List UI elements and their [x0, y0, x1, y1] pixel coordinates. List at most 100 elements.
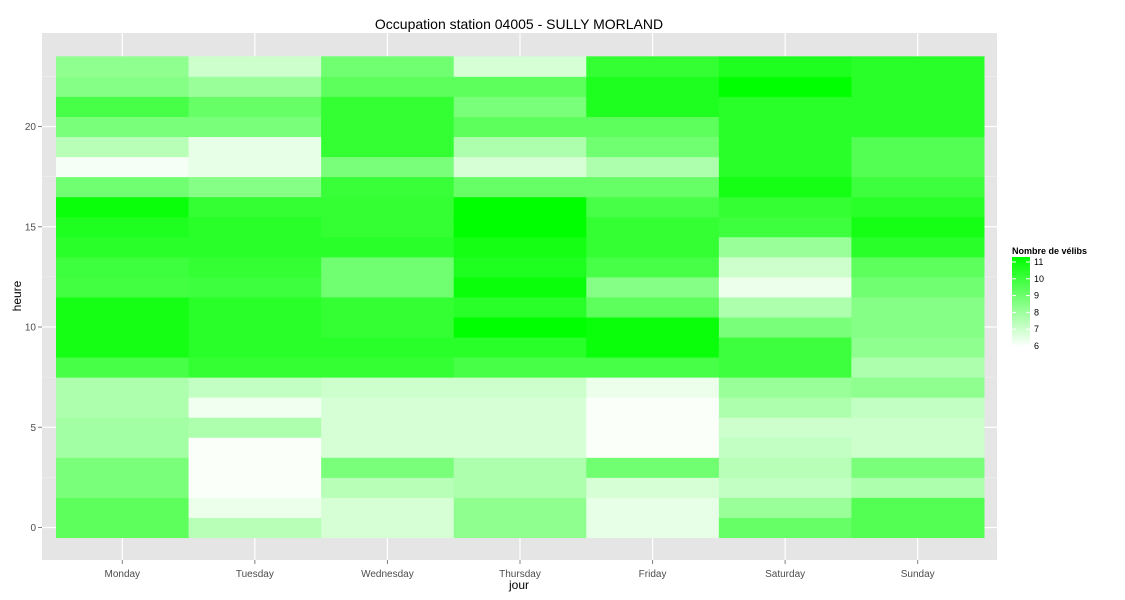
- heatmap-tile-sunday-19: [851, 136, 985, 158]
- heatmap-tile-monday-19: [56, 136, 190, 158]
- x-tick-label: Tuesday: [236, 569, 274, 580]
- heatmap-tile-saturday-19: [718, 136, 852, 158]
- heatmap-tile-saturday-2: [718, 477, 852, 498]
- y-axis-ticks: 0 5 10 15 20: [25, 122, 42, 534]
- x-axis-title: jour: [508, 578, 529, 592]
- heatmap-tile-friday-5: [586, 417, 720, 438]
- heatmap-tile-sunday-8: [851, 357, 985, 378]
- heatmap-tile-tuesday-9: [188, 337, 322, 358]
- heatmap-tile-saturday-14: [718, 236, 852, 258]
- heatmap-tile-saturday-0: [718, 517, 852, 539]
- heatmap-tile-thursday-13: [453, 256, 587, 278]
- heatmap-tile-friday-4: [586, 437, 720, 458]
- heatmap-tile-wednesday-20: [321, 116, 455, 138]
- heatmap-tile-tuesday-20: [188, 116, 322, 138]
- heatmap-tile-saturday-7: [718, 377, 852, 398]
- heatmap-tile-friday-1: [586, 497, 720, 518]
- heatmap-tile-thursday-3: [453, 457, 587, 478]
- heatmap-tile-saturday-9: [718, 337, 852, 358]
- y-axis-title: heure: [10, 280, 24, 311]
- heatmap-tile-sunday-10: [851, 316, 985, 338]
- heatmap-tile-tuesday-19: [188, 136, 322, 158]
- heatmap-tile-sunday-22: [851, 76, 985, 97]
- heatmap-tile-friday-18: [586, 156, 720, 178]
- heatmap-tile-monday-15: [56, 216, 190, 238]
- heatmap-tile-sunday-5: [851, 417, 985, 438]
- x-tick-label: Wednesday: [361, 569, 414, 580]
- heatmap-tile-thursday-8: [453, 357, 587, 378]
- heatmap-tile-tuesday-0: [188, 517, 322, 539]
- heatmap-tile-thursday-23: [453, 56, 587, 77]
- heatmap-tile-wednesday-10: [321, 316, 455, 338]
- heatmap-tile-sunday-6: [851, 397, 985, 418]
- x-tick-label: Saturday: [765, 569, 805, 580]
- y-tick-label: 20: [25, 122, 37, 133]
- heatmap-tile-wednesday-3: [321, 457, 455, 478]
- heatmap-tile-thursday-4: [453, 437, 587, 458]
- heatmap-tile-monday-16: [56, 196, 190, 218]
- heatmap-tile-sunday-11: [851, 296, 985, 318]
- heatmap-tile-friday-9: [586, 337, 720, 358]
- heatmap-tile-sunday-17: [851, 176, 985, 198]
- heatmap-tile-tuesday-11: [188, 296, 322, 318]
- heatmap-tile-friday-6: [586, 397, 720, 418]
- heatmap-tile-tuesday-3: [188, 457, 322, 478]
- heatmap-tile-thursday-11: [453, 296, 587, 318]
- color-legend: Nombre de vélibs 11 10 9 8 7 6: [1012, 246, 1087, 351]
- heatmap-tile-wednesday-7: [321, 377, 455, 398]
- heatmap-tile-thursday-5: [453, 417, 587, 438]
- y-tick-label: 15: [25, 222, 37, 233]
- heatmap-tile-tuesday-5: [188, 417, 322, 438]
- heatmap-tile-saturday-10: [718, 316, 852, 338]
- heatmap-tile-monday-9: [56, 337, 190, 358]
- heatmap-tile-tuesday-17: [188, 176, 322, 198]
- heatmap-tile-wednesday-23: [321, 56, 455, 77]
- heatmap-tile-thursday-16: [453, 196, 587, 218]
- heatmap-tile-friday-19: [586, 136, 720, 158]
- heatmap-tile-saturday-11: [718, 296, 852, 318]
- x-tick-label: Sunday: [901, 569, 935, 580]
- heatmap-tile-friday-17: [586, 176, 720, 198]
- heatmap-tile-wednesday-5: [321, 417, 455, 438]
- heatmap-tile-saturday-22: [718, 76, 852, 97]
- heatmap-tile-tuesday-15: [188, 216, 322, 238]
- x-tick-label: Friday: [639, 569, 667, 580]
- legend-label: 10: [1034, 274, 1044, 284]
- heatmap-tile-tuesday-4: [188, 437, 322, 458]
- y-tick-label: 10: [25, 323, 37, 334]
- heatmap-tile-monday-10: [56, 316, 190, 338]
- heatmap-tile-saturday-4: [718, 437, 852, 458]
- heatmap-tile-friday-2: [586, 477, 720, 498]
- y-tick-label: 0: [30, 523, 36, 534]
- heatmap-tile-monday-22: [56, 76, 190, 97]
- heatmap-tile-friday-0: [586, 517, 720, 539]
- heatmap-tile-saturday-6: [718, 397, 852, 418]
- heatmap-tile-wednesday-13: [321, 256, 455, 278]
- heatmap-tile-tuesday-1: [188, 497, 322, 518]
- heatmap-tile-wednesday-21: [321, 96, 455, 117]
- heatmap-tile-thursday-20: [453, 116, 587, 138]
- heatmap-tile-sunday-7: [851, 377, 985, 398]
- heatmap-tile-wednesday-1: [321, 497, 455, 518]
- heatmap-tile-sunday-18: [851, 156, 985, 178]
- heatmap-tile-sunday-3: [851, 457, 985, 478]
- heatmap-tile-monday-3: [56, 457, 190, 478]
- heatmap-tile-sunday-9: [851, 337, 985, 358]
- heatmap-tile-wednesday-16: [321, 196, 455, 218]
- heatmap-tile-saturday-20: [718, 116, 852, 138]
- heatmap-tile-thursday-21: [453, 96, 587, 117]
- heatmap-tile-monday-6: [56, 397, 190, 418]
- heatmap-tile-friday-3: [586, 457, 720, 478]
- heatmap-tile-monday-17: [56, 176, 190, 198]
- heatmap-tile-sunday-23: [851, 56, 985, 77]
- heatmap-tile-wednesday-0: [321, 517, 455, 539]
- heatmap-tile-monday-14: [56, 236, 190, 258]
- legend-colorbar: [1012, 257, 1030, 347]
- heatmap-tile-thursday-19: [453, 136, 587, 158]
- heatmap-tile-tuesday-14: [188, 236, 322, 258]
- heatmap-tile-sunday-2: [851, 477, 985, 498]
- heatmap-tile-wednesday-9: [321, 337, 455, 358]
- heatmap-tile-sunday-16: [851, 196, 985, 218]
